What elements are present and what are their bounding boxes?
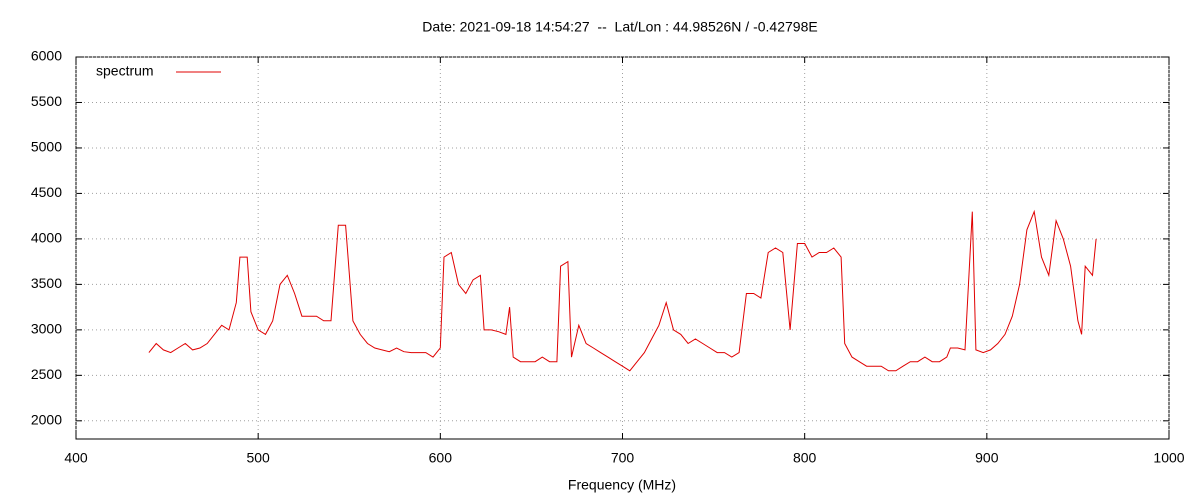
x-tick-label: 800 bbox=[793, 450, 817, 466]
y-tick-label: 4000 bbox=[31, 230, 62, 246]
y-tick-label: 5000 bbox=[31, 139, 62, 155]
y-tick-label: 5500 bbox=[31, 93, 62, 109]
x-tick-label: 500 bbox=[246, 450, 270, 466]
legend-label: spectrum bbox=[96, 63, 154, 79]
x-tick-label: 900 bbox=[975, 450, 999, 466]
spectrum-line bbox=[148, 209, 1097, 372]
x-axis-label: Frequency (MHz) bbox=[568, 477, 676, 493]
y-tick-label: 2000 bbox=[31, 412, 62, 428]
y-tick-label: 2500 bbox=[31, 366, 62, 382]
y-tick-label: 6000 bbox=[31, 48, 62, 64]
x-tick-label: 400 bbox=[64, 450, 88, 466]
x-tick-label: 700 bbox=[611, 450, 635, 466]
y-tick-label: 3000 bbox=[31, 321, 62, 337]
y-tick-label: 4500 bbox=[31, 184, 62, 200]
chart-title: Date: 2021-09-18 14:54:27 -- Lat/Lon : 4… bbox=[422, 19, 817, 35]
x-tick-label: 600 bbox=[429, 450, 453, 466]
y-tick-label: 3500 bbox=[31, 275, 62, 291]
x-tick-label: 1000 bbox=[1153, 450, 1184, 466]
